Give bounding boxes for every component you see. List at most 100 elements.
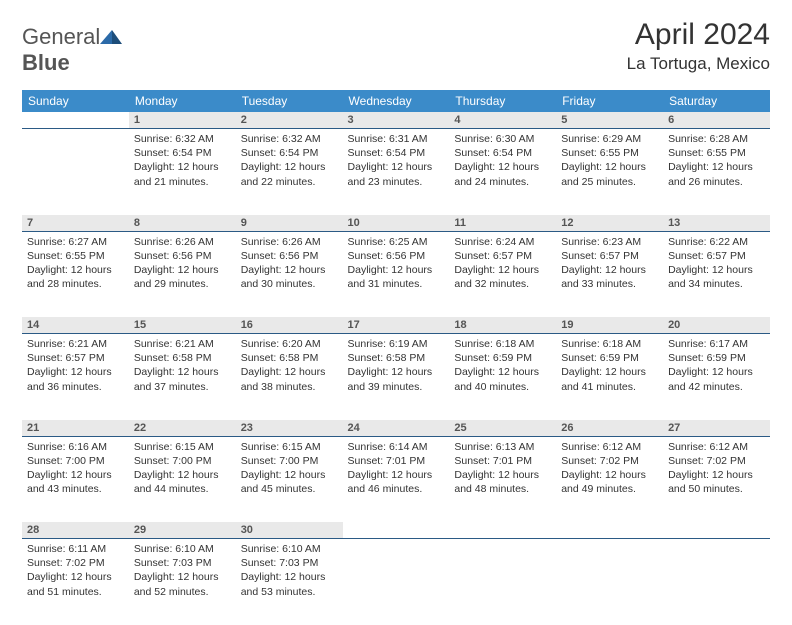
day-number: 16 bbox=[236, 317, 343, 334]
day-content-row: Sunrise: 6:32 AMSunset: 6:54 PMDaylight:… bbox=[22, 129, 770, 215]
daylight-text: and 22 minutes. bbox=[241, 175, 338, 189]
daylight-text: and 24 minutes. bbox=[454, 175, 551, 189]
day-cell: Sunrise: 6:12 AMSunset: 7:02 PMDaylight:… bbox=[556, 436, 663, 522]
daylight-text: and 41 minutes. bbox=[561, 380, 658, 394]
daylight-text: and 21 minutes. bbox=[134, 175, 231, 189]
day-cell: Sunrise: 6:18 AMSunset: 6:59 PMDaylight:… bbox=[449, 334, 556, 420]
day-number-row: 282930 bbox=[22, 522, 770, 539]
daylight-text: and 29 minutes. bbox=[134, 277, 231, 291]
location: La Tortuga, Mexico bbox=[627, 54, 770, 74]
day-content-row: Sunrise: 6:21 AMSunset: 6:57 PMDaylight:… bbox=[22, 334, 770, 420]
day-number bbox=[663, 522, 770, 539]
sunset-text: Sunset: 6:57 PM bbox=[454, 249, 551, 263]
daylight-text: Daylight: 12 hours bbox=[454, 365, 551, 379]
title-block: April 2024 La Tortuga, Mexico bbox=[627, 18, 770, 74]
logo-mark-icon bbox=[100, 24, 122, 50]
sunset-text: Sunset: 7:00 PM bbox=[241, 454, 338, 468]
daylight-text: Daylight: 12 hours bbox=[241, 160, 338, 174]
daylight-text: Daylight: 12 hours bbox=[668, 468, 765, 482]
sunset-text: Sunset: 6:55 PM bbox=[668, 146, 765, 160]
daylight-text: and 53 minutes. bbox=[241, 585, 338, 599]
day-number: 9 bbox=[236, 215, 343, 232]
sunset-text: Sunset: 6:54 PM bbox=[241, 146, 338, 160]
day-cell: Sunrise: 6:30 AMSunset: 6:54 PMDaylight:… bbox=[449, 129, 556, 215]
sunset-text: Sunset: 6:58 PM bbox=[241, 351, 338, 365]
day-number: 1 bbox=[129, 112, 236, 129]
daylight-text: and 31 minutes. bbox=[348, 277, 445, 291]
daylight-text: Daylight: 12 hours bbox=[668, 365, 765, 379]
day-number: 11 bbox=[449, 215, 556, 232]
day-cell: Sunrise: 6:28 AMSunset: 6:55 PMDaylight:… bbox=[663, 129, 770, 215]
daylight-text: and 46 minutes. bbox=[348, 482, 445, 496]
sunrise-text: Sunrise: 6:22 AM bbox=[668, 235, 765, 249]
daylight-text: and 39 minutes. bbox=[348, 380, 445, 394]
daylight-text: Daylight: 12 hours bbox=[134, 570, 231, 584]
day-number: 26 bbox=[556, 420, 663, 437]
sunrise-text: Sunrise: 6:13 AM bbox=[454, 440, 551, 454]
day-cell: Sunrise: 6:13 AMSunset: 7:01 PMDaylight:… bbox=[449, 436, 556, 522]
day-header: Friday bbox=[556, 90, 663, 112]
daylight-text: and 38 minutes. bbox=[241, 380, 338, 394]
sunrise-text: Sunrise: 6:26 AM bbox=[241, 235, 338, 249]
sunset-text: Sunset: 7:01 PM bbox=[348, 454, 445, 468]
daylight-text: Daylight: 12 hours bbox=[348, 263, 445, 277]
daylight-text: Daylight: 12 hours bbox=[241, 570, 338, 584]
day-header: Saturday bbox=[663, 90, 770, 112]
sunset-text: Sunset: 6:54 PM bbox=[348, 146, 445, 160]
day-number-row: 78910111213 bbox=[22, 215, 770, 232]
day-number bbox=[22, 112, 129, 129]
day-cell: Sunrise: 6:23 AMSunset: 6:57 PMDaylight:… bbox=[556, 231, 663, 317]
sunrise-text: Sunrise: 6:23 AM bbox=[561, 235, 658, 249]
day-cell: Sunrise: 6:19 AMSunset: 6:58 PMDaylight:… bbox=[343, 334, 450, 420]
sunrise-text: Sunrise: 6:20 AM bbox=[241, 337, 338, 351]
day-number: 20 bbox=[663, 317, 770, 334]
sunrise-text: Sunrise: 6:32 AM bbox=[241, 132, 338, 146]
day-cell bbox=[22, 129, 129, 215]
page-title: April 2024 bbox=[627, 18, 770, 52]
day-number: 21 bbox=[22, 420, 129, 437]
sunrise-text: Sunrise: 6:26 AM bbox=[134, 235, 231, 249]
daylight-text: and 36 minutes. bbox=[27, 380, 124, 394]
logo-word2: Blue bbox=[22, 50, 70, 75]
daylight-text: and 48 minutes. bbox=[454, 482, 551, 496]
sunrise-text: Sunrise: 6:28 AM bbox=[668, 132, 765, 146]
sunrise-text: Sunrise: 6:18 AM bbox=[561, 337, 658, 351]
day-cell: Sunrise: 6:31 AMSunset: 6:54 PMDaylight:… bbox=[343, 129, 450, 215]
day-cell: Sunrise: 6:27 AMSunset: 6:55 PMDaylight:… bbox=[22, 231, 129, 317]
sunrise-text: Sunrise: 6:25 AM bbox=[348, 235, 445, 249]
day-number: 8 bbox=[129, 215, 236, 232]
daylight-text: Daylight: 12 hours bbox=[134, 365, 231, 379]
sunrise-text: Sunrise: 6:24 AM bbox=[454, 235, 551, 249]
day-number: 19 bbox=[556, 317, 663, 334]
daylight-text: and 49 minutes. bbox=[561, 482, 658, 496]
daylight-text: Daylight: 12 hours bbox=[348, 160, 445, 174]
day-cell: Sunrise: 6:21 AMSunset: 6:57 PMDaylight:… bbox=[22, 334, 129, 420]
sunset-text: Sunset: 7:01 PM bbox=[454, 454, 551, 468]
sunset-text: Sunset: 6:59 PM bbox=[454, 351, 551, 365]
day-number-row: 21222324252627 bbox=[22, 420, 770, 437]
day-number: 12 bbox=[556, 215, 663, 232]
day-cell: Sunrise: 6:24 AMSunset: 6:57 PMDaylight:… bbox=[449, 231, 556, 317]
day-cell: Sunrise: 6:20 AMSunset: 6:58 PMDaylight:… bbox=[236, 334, 343, 420]
daylight-text: and 37 minutes. bbox=[134, 380, 231, 394]
day-cell: Sunrise: 6:32 AMSunset: 6:54 PMDaylight:… bbox=[129, 129, 236, 215]
day-cell: Sunrise: 6:29 AMSunset: 6:55 PMDaylight:… bbox=[556, 129, 663, 215]
logo-text: General Blue bbox=[22, 24, 122, 76]
day-header: Thursday bbox=[449, 90, 556, 112]
day-number-row: 123456 bbox=[22, 112, 770, 129]
day-number: 2 bbox=[236, 112, 343, 129]
daylight-text: Daylight: 12 hours bbox=[348, 365, 445, 379]
sunset-text: Sunset: 6:55 PM bbox=[27, 249, 124, 263]
day-cell: Sunrise: 6:15 AMSunset: 7:00 PMDaylight:… bbox=[236, 436, 343, 522]
daylight-text: Daylight: 12 hours bbox=[561, 160, 658, 174]
daylight-text: and 44 minutes. bbox=[134, 482, 231, 496]
day-cell: Sunrise: 6:16 AMSunset: 7:00 PMDaylight:… bbox=[22, 436, 129, 522]
day-number: 25 bbox=[449, 420, 556, 437]
daylight-text: Daylight: 12 hours bbox=[27, 468, 124, 482]
daylight-text: and 30 minutes. bbox=[241, 277, 338, 291]
day-cell: Sunrise: 6:17 AMSunset: 6:59 PMDaylight:… bbox=[663, 334, 770, 420]
daylight-text: Daylight: 12 hours bbox=[668, 263, 765, 277]
day-cell: Sunrise: 6:25 AMSunset: 6:56 PMDaylight:… bbox=[343, 231, 450, 317]
daylight-text: and 45 minutes. bbox=[241, 482, 338, 496]
sunset-text: Sunset: 6:58 PM bbox=[348, 351, 445, 365]
